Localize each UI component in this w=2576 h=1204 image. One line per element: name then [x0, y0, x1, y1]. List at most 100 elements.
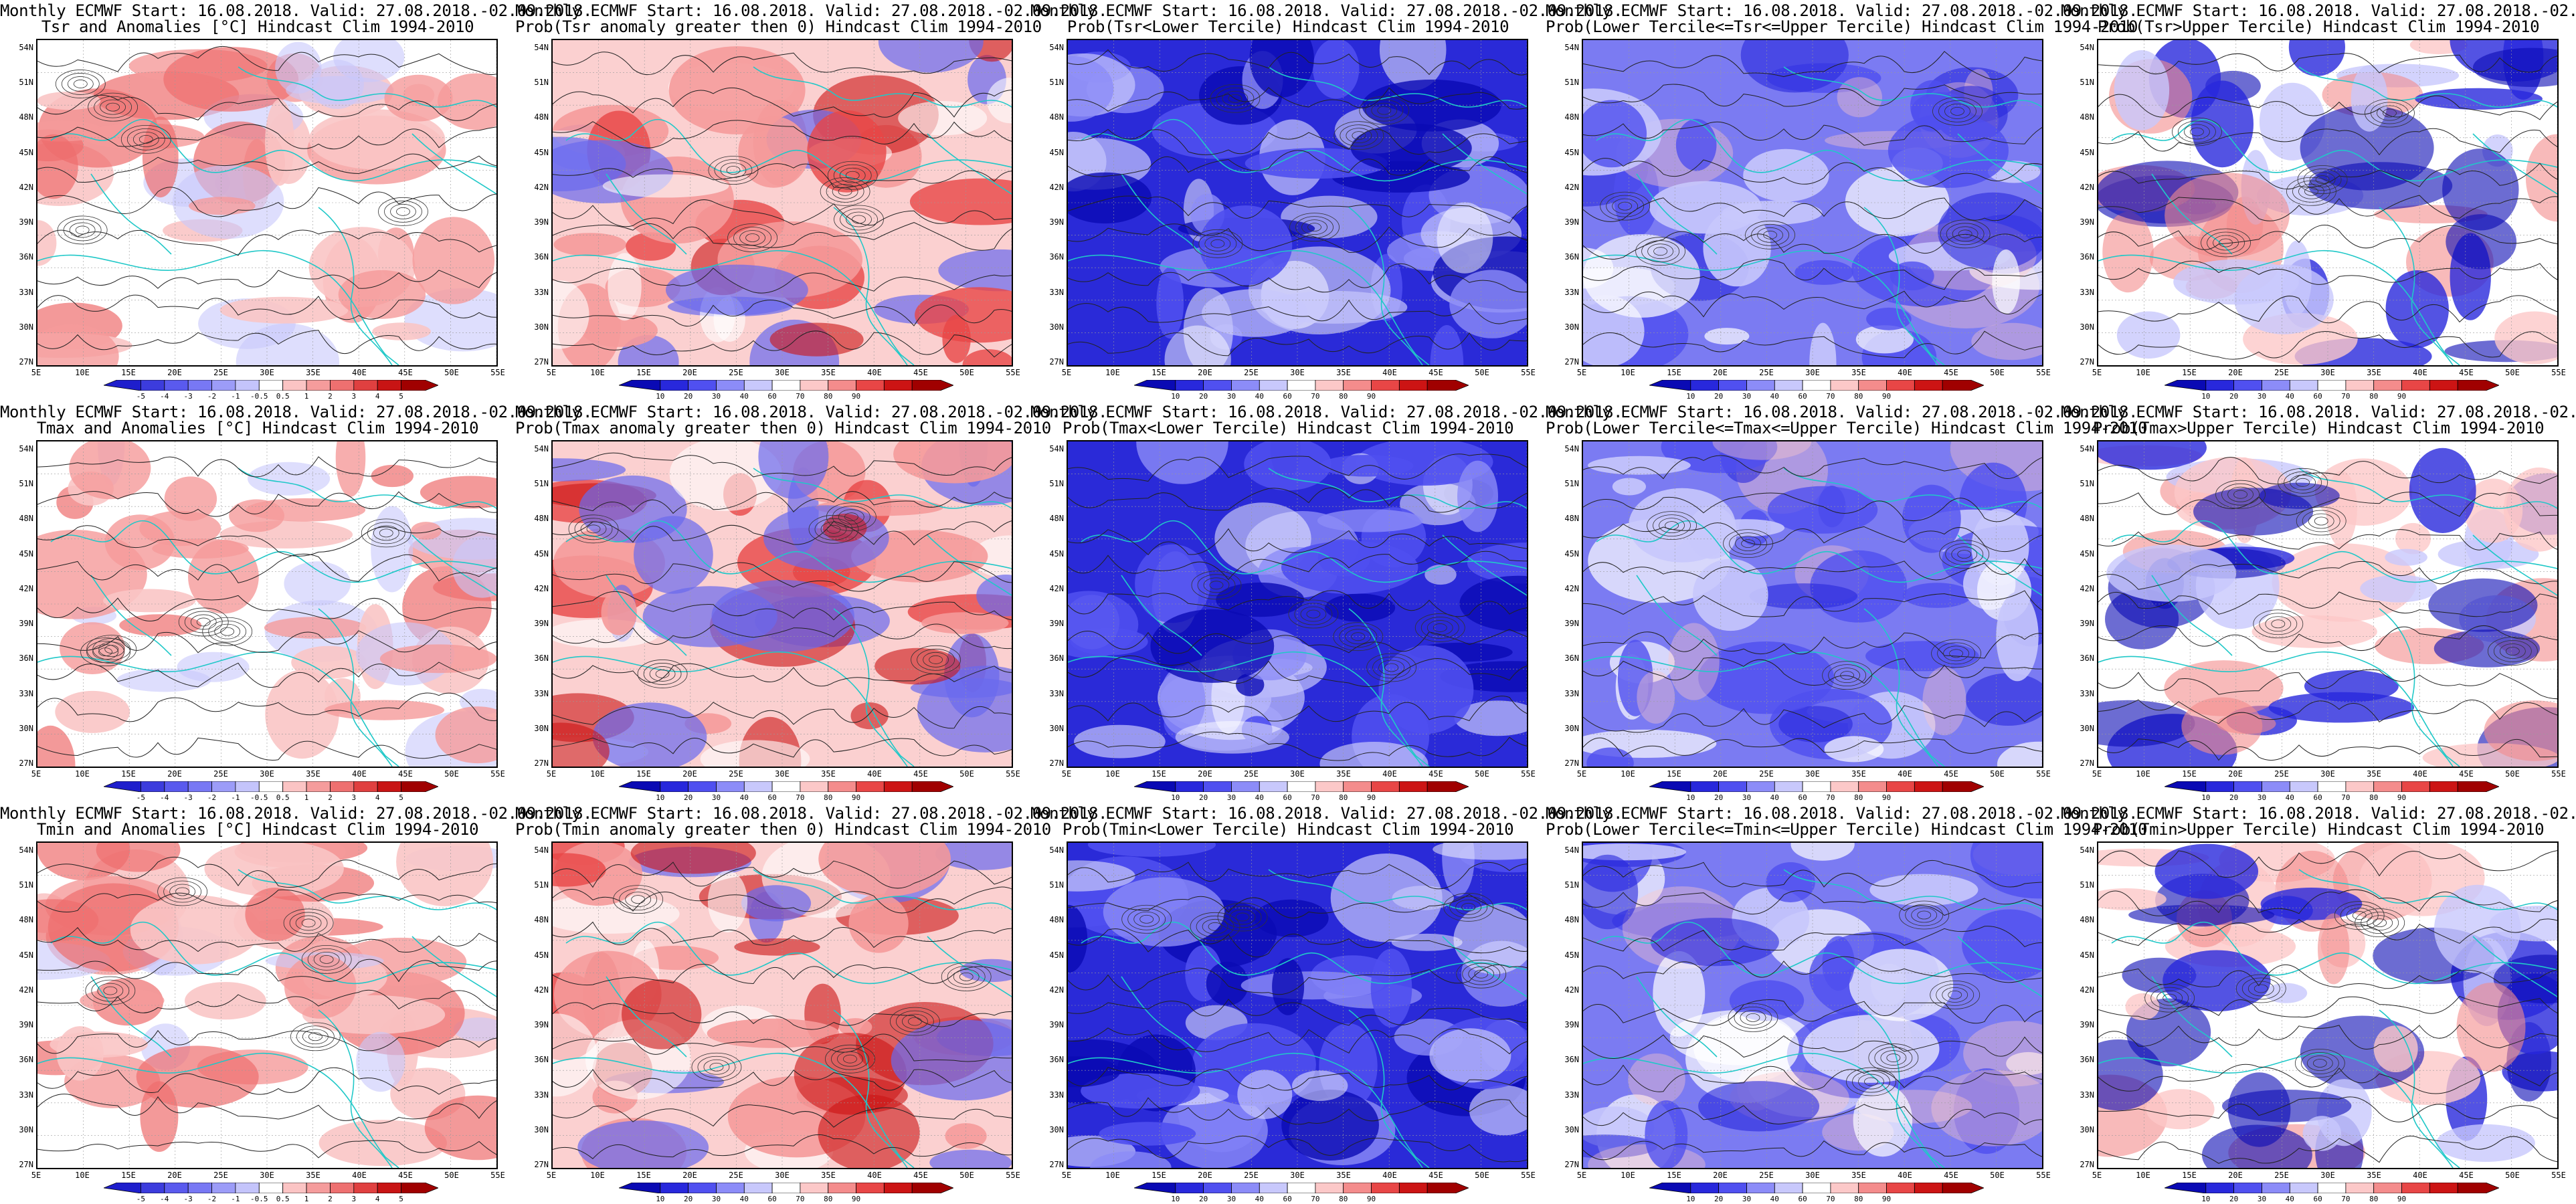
terrain-contour	[1340, 124, 1378, 147]
temperature-contour	[1068, 454, 1527, 482]
colorbar-swatch	[353, 781, 378, 792]
colorbar-label: 10	[2201, 793, 2211, 802]
terrain-contour	[86, 641, 124, 664]
latitude-label: 33N	[1049, 287, 1064, 297]
temperature-contour	[1583, 51, 2042, 80]
terrain-contour	[837, 1051, 863, 1067]
field-patch	[2351, 65, 2388, 132]
colorbar-swatch	[883, 380, 913, 391]
terrain-contour	[1723, 529, 1773, 559]
colorbar-swatch	[1649, 781, 1691, 792]
longitude-label: 20E	[1713, 769, 1728, 779]
terrain-contour	[1858, 1074, 1884, 1090]
colorbar-swatch	[1718, 781, 1747, 792]
latitude-label: 36N	[534, 252, 549, 262]
field-patch	[2494, 311, 2557, 365]
field-patch	[2300, 105, 2434, 191]
temperature-contour	[553, 1104, 1012, 1128]
terrain-contour	[1822, 661, 1873, 690]
terrain-contour	[94, 96, 132, 118]
temperature-contour	[553, 1002, 1012, 1030]
map-panel: Monthly ECMWF Start: 16.08.2018. Valid: …	[0, 803, 593, 1204]
latitude-label: 39N	[2080, 217, 2094, 227]
field-patch	[2428, 578, 2538, 632]
longitude-label: 50E	[1475, 368, 1489, 377]
longitude-label: 55E	[490, 1171, 505, 1180]
colorbar-swatch	[2233, 1183, 2262, 1193]
coastline	[1081, 118, 1527, 182]
terrain-contour	[2314, 516, 2328, 526]
panel-title: Prob(Tmax<Lower Tercile) Hindcast Clim 1…	[1062, 419, 1514, 437]
colorbar-swatch	[1942, 1183, 1984, 1193]
field-patch	[2102, 211, 2154, 293]
longitude-label: 5E	[1061, 1171, 1072, 1180]
terrain-contour	[574, 518, 613, 540]
terrain-contour	[2371, 102, 2409, 124]
map-field	[1583, 441, 2042, 767]
longitude-label: 25E	[1759, 769, 1774, 779]
longitude-label: 20E	[2228, 769, 2243, 779]
colorbar-swatch	[353, 380, 378, 391]
latitude-label: 33N	[1564, 1090, 1579, 1100]
colorbar-swatch	[911, 781, 953, 792]
colorbar-label: 80	[1339, 392, 1348, 401]
longitude-label: 40E	[1898, 368, 1912, 377]
longitude-label: 25E	[1759, 368, 1774, 377]
longitude-label: 55E	[2036, 769, 2051, 779]
terrain-contour	[208, 620, 247, 643]
longitude-label: 5E	[546, 1171, 557, 1180]
colorbar-swatch	[1718, 1183, 1747, 1193]
longitude-label: 15E	[636, 769, 651, 779]
colorbar	[1649, 380, 1984, 391]
terrain-contour	[2253, 609, 2304, 639]
terrain-contour	[2304, 187, 2318, 196]
terrain-contour	[2346, 908, 2373, 923]
colorbar-label: 70	[2341, 392, 2351, 401]
longitude-label: 25E	[2274, 769, 2289, 779]
temperature-contour	[553, 964, 1012, 986]
colorbar-swatch	[330, 1183, 355, 1193]
temperature-contour	[37, 124, 496, 150]
colorbar-label: 90	[1881, 392, 1892, 401]
latitude-label: 33N	[19, 688, 33, 698]
coastline	[927, 534, 1012, 596]
latitude-label: 45N	[1049, 950, 1064, 960]
map-panel: Monthly ECMWF Start: 16.08.2018. Valid: …	[1030, 401, 1623, 803]
terrain-contour	[1763, 230, 1777, 239]
terrain-contour	[820, 177, 870, 206]
longitude-label: 5E	[1576, 368, 1587, 377]
colorbar-label: 60	[767, 1195, 777, 1203]
map-field	[2098, 441, 2557, 767]
latitude-label: 39N	[19, 619, 33, 629]
field-patch	[2260, 896, 2313, 925]
terrain-contour	[947, 965, 986, 988]
field-patch	[1453, 904, 1527, 975]
temperature-contour	[553, 1134, 1012, 1159]
longitude-label: 20E	[682, 368, 697, 377]
colorbar-swatch	[2262, 781, 2290, 792]
colorbar-swatch	[2345, 1183, 2375, 1193]
temperature-contour	[1583, 1034, 2042, 1060]
terrain-contour	[55, 70, 106, 98]
colorbar-swatch	[330, 380, 355, 391]
terrain-contour	[1735, 536, 1761, 552]
terrain-contour	[691, 1052, 742, 1082]
colorbar-label: 20	[2229, 392, 2239, 401]
colorbar-label: 80	[824, 1195, 833, 1203]
temperature-contour	[1583, 926, 2042, 952]
longitude-label: 15E	[121, 368, 136, 377]
temperature-contour	[2098, 260, 2557, 285]
field-patch	[424, 1095, 496, 1161]
terrain-contour	[1943, 645, 1970, 662]
colorbar-swatch	[330, 781, 355, 792]
terrain-contour	[1618, 201, 1633, 211]
temperature-contour	[2098, 850, 2557, 878]
longitude-label: 5E	[31, 1171, 41, 1180]
colorbar-label: 60	[767, 392, 777, 401]
temperature-contour	[1068, 528, 1527, 556]
field-patch	[420, 476, 496, 509]
longitude-label: 10E	[75, 769, 90, 779]
temperature-contour	[37, 1029, 496, 1054]
panel-title: Prob(Tmin anomaly greater then 0) Hindca…	[515, 820, 1051, 839]
panel-header: Monthly ECMWF Start: 16.08.2018. Valid: …	[2061, 403, 2576, 421]
